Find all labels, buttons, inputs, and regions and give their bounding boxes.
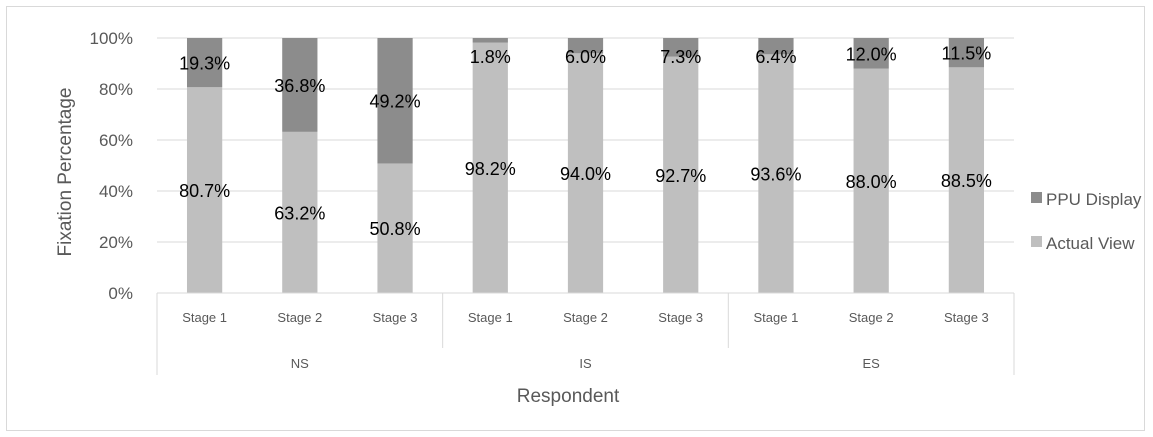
- bar-ppu-display: [853, 38, 889, 69]
- data-label-ppu-display: 11.5%: [942, 44, 992, 64]
- legend-swatch: [1031, 236, 1042, 247]
- bar-ppu-display: [282, 38, 318, 132]
- stacked-bar-chart: 0% 20% 40% 60% 80% 100% Stage 1 Stage 2 Stage 3 S…: [55, 29, 1142, 407]
- y-tick-label: 0%: [108, 284, 133, 303]
- bar-actual-view: [377, 163, 413, 293]
- bar-ppu-display: [758, 38, 794, 55]
- data-label-actual-view: 94.0%: [560, 164, 611, 184]
- bar-actual-view: [663, 56, 699, 293]
- bar-actual-view: [758, 54, 794, 293]
- data-label-ppu-display: 36.8%: [274, 76, 325, 96]
- bar-actual-view: [282, 131, 318, 293]
- x-tick-label: Stage 2: [849, 310, 894, 325]
- bar-ppu-display: [567, 38, 604, 54]
- bar-actual-view: [948, 67, 985, 293]
- y-tick-label: 100%: [90, 29, 133, 48]
- x-tick-label: Stage 1: [754, 310, 799, 325]
- data-label-ppu-display: 49.2%: [370, 92, 421, 112]
- bar-actual-view: [567, 53, 604, 293]
- bar-ppu-display: [472, 38, 508, 43]
- x-axis-title: Respondent: [517, 386, 620, 407]
- group-label: IS: [579, 356, 592, 371]
- data-labels: 80.7% 19.3% 63.2% 36.8% 50.8% 49.2% 98.2% 1.8% 9…: [179, 44, 992, 240]
- x-tick-label: Stage 1: [468, 310, 513, 325]
- y-tick-label: 80%: [99, 80, 133, 99]
- data-label-actual-view: 63.2%: [274, 203, 325, 223]
- bar-ppu-display: [948, 38, 985, 68]
- chart-frame: 0% 20% 40% 60% 80% 100% Stage 1 Stage 2 Stage 3 S…: [6, 6, 1145, 431]
- data-label-actual-view: 80.7%: [179, 181, 230, 201]
- bars: [186, 38, 985, 294]
- y-tick-label: 20%: [99, 233, 133, 252]
- x-tick-label: Stage 3: [658, 310, 703, 325]
- legend-swatch: [1031, 192, 1042, 203]
- y-tick-label: 60%: [99, 131, 133, 150]
- legend-label: Actual View: [1046, 234, 1135, 253]
- y-tick-label: 40%: [99, 182, 133, 201]
- x-tick-label: Stage 3: [944, 310, 989, 325]
- x-tick-label: Stage 2: [277, 310, 322, 325]
- data-label-actual-view: 98.2%: [465, 159, 516, 179]
- x-tick-label: Stage 3: [373, 310, 418, 325]
- bar-ppu-display: [663, 38, 699, 57]
- bar-actual-view: [472, 42, 508, 294]
- group-label: NS: [291, 356, 309, 371]
- legend-label: PPU Display: [1046, 190, 1142, 209]
- legend: PPU Display Actual View: [1031, 190, 1142, 253]
- bar-ppu-display: [377, 38, 413, 164]
- axes: 0% 20% 40% 60% 80% 100% Stage 1 Stage 2 Stage 3 S…: [90, 29, 1015, 375]
- data-label-actual-view: 88.0%: [846, 172, 897, 192]
- bar-ppu-display: [186, 38, 223, 88]
- data-label-ppu-display: 19.3%: [179, 54, 230, 74]
- data-label-actual-view: 93.6%: [750, 165, 801, 185]
- group-label: ES: [862, 356, 880, 371]
- data-label-ppu-display: 1.8%: [470, 47, 511, 67]
- data-label-actual-view: 92.7%: [655, 166, 706, 186]
- data-label-ppu-display: 6.0%: [565, 47, 606, 67]
- data-label-ppu-display: 7.3%: [660, 47, 701, 67]
- bar-actual-view: [186, 87, 223, 293]
- x-tick-label: Stage 2: [563, 310, 608, 325]
- x-tick-label: Stage 1: [182, 310, 227, 325]
- data-label-ppu-display: 6.4%: [755, 47, 796, 67]
- bar-actual-view: [853, 68, 889, 293]
- data-label-actual-view: 50.8%: [370, 219, 421, 239]
- data-label-actual-view: 88.5%: [941, 171, 992, 191]
- y-axis-title: Fixation Percentage: [55, 88, 76, 257]
- data-label-ppu-display: 12.0%: [846, 44, 897, 64]
